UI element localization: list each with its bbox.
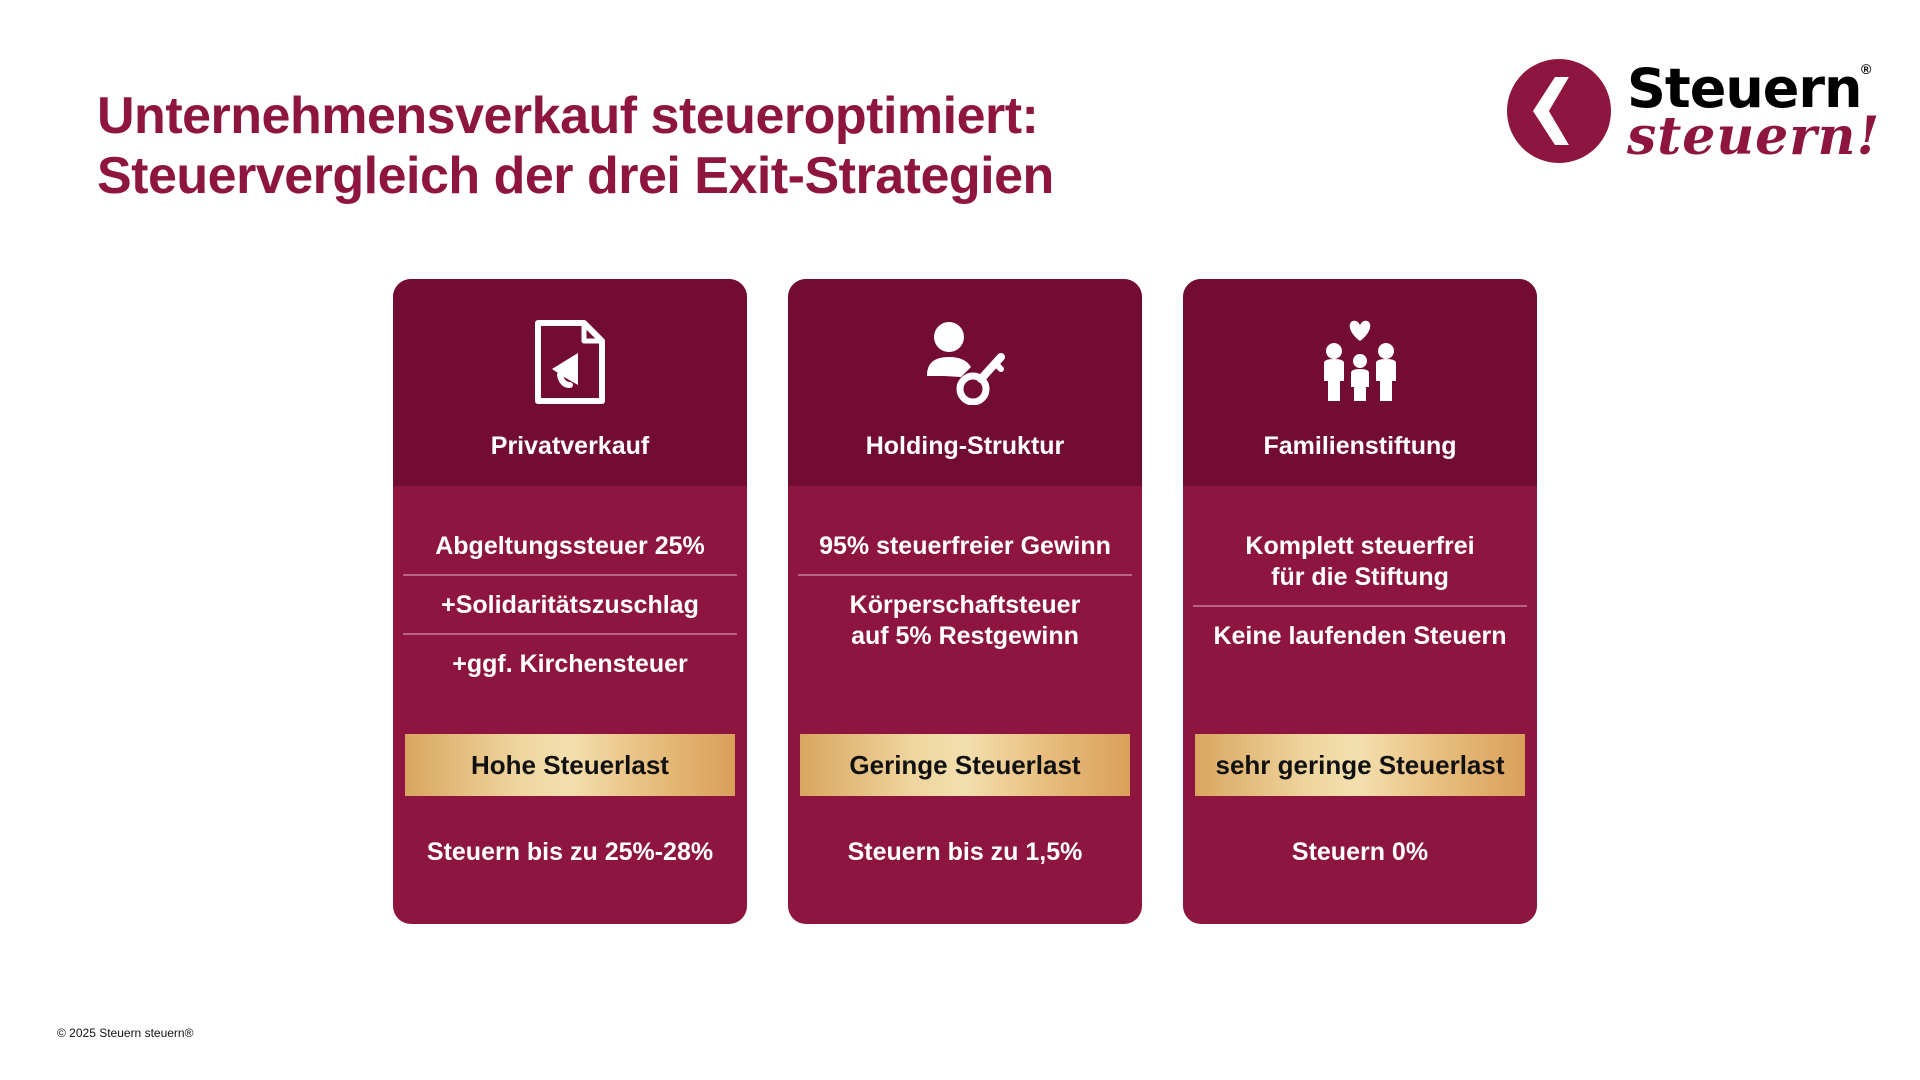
card-item-text: Abgeltungssteuer 25% [435, 532, 705, 560]
card-item-text: für die Stiftung [1271, 563, 1449, 591]
card-items: 95% steuerfreier Gewinn Körperschaftsteu… [798, 523, 1132, 664]
document-megaphone-icon [535, 320, 605, 404]
tax-burden-badge: Hohe Steuerlast [405, 734, 735, 796]
person-key-icon [927, 322, 1005, 405]
card-item-text: auf 5% Restgewinn [851, 622, 1079, 650]
card-items: Komplett steuerfrei für die Stiftung Kei… [1193, 523, 1527, 664]
card-item-text: Komplett steuerfrei [1245, 532, 1475, 560]
card-title: Holding-Struktur [865, 432, 1065, 460]
family-heart-icon [1324, 320, 1396, 401]
card-items: Abgeltungssteuer 25% +Solidaritätszuschl… [403, 523, 737, 692]
strategy-cards: Privatverkauf Abgeltungssteuer 25% +Soli… [393, 279, 1537, 924]
brand-logo: Steuern ® steuern! [1505, 55, 1885, 175]
card-header: Familienstiftung [1183, 279, 1537, 486]
card-item: +Solidaritätszuschlag [403, 576, 737, 635]
card-item-text: Körperschaftsteuer [849, 591, 1081, 619]
logo-registered-mark: ® [1861, 61, 1872, 77]
copyright-notice: © 2025 Steuern steuern® [57, 1026, 194, 1040]
tax-rate-footer: Steuern 0% [1291, 838, 1429, 866]
tax-rate-footer: Steuern bis zu 1,5% [847, 838, 1083, 866]
card-item-text: +ggf. Kirchensteuer [452, 650, 688, 678]
card-item: Komplett steuerfrei für die Stiftung [1193, 523, 1527, 607]
card-item: +ggf. Kirchensteuer [403, 635, 737, 692]
logo-text-line-1: Steuern [1627, 57, 1862, 120]
card-item-text: +Solidaritätszuschlag [441, 591, 699, 619]
card-item-text: Keine laufenden Steuern [1213, 622, 1507, 650]
card-item: Keine laufenden Steuern [1193, 607, 1527, 664]
card-privatverkauf: Privatverkauf Abgeltungssteuer 25% +Soli… [393, 279, 747, 924]
tax-rate-footer: Steuern bis zu 25%-28% [426, 838, 714, 866]
card-header: Privatverkauf [393, 279, 747, 486]
card-item: Abgeltungssteuer 25% [403, 523, 737, 576]
tax-burden-badge: Geringe Steuerlast [800, 734, 1130, 796]
logo-mark-icon [1507, 59, 1611, 163]
card-item: 95% steuerfreier Gewinn [798, 523, 1132, 576]
card-holding-struktur: Holding-Struktur 95% steuerfreier Gewinn… [788, 279, 1142, 924]
page-title: Unternehmensverkauf steueroptimiert: Ste… [97, 86, 1054, 206]
card-item-text: 95% steuerfreier Gewinn [819, 532, 1111, 560]
tax-burden-badge: sehr geringe Steuerlast [1195, 734, 1525, 796]
card-title: Privatverkauf [490, 432, 650, 460]
card-familienstiftung: Familienstiftung Komplett steuerfrei für… [1183, 279, 1537, 924]
card-title: Familienstiftung [1263, 432, 1457, 460]
card-header: Holding-Struktur [788, 279, 1142, 486]
logo-text-line-2: steuern! [1627, 106, 1881, 167]
card-item: Körperschaftsteuer auf 5% Restgewinn [798, 576, 1132, 664]
page-title-line-2: Steuervergleich der drei Exit-Strategien [97, 147, 1054, 205]
page-title-line-1: Unternehmensverkauf steueroptimiert: [97, 87, 1039, 145]
